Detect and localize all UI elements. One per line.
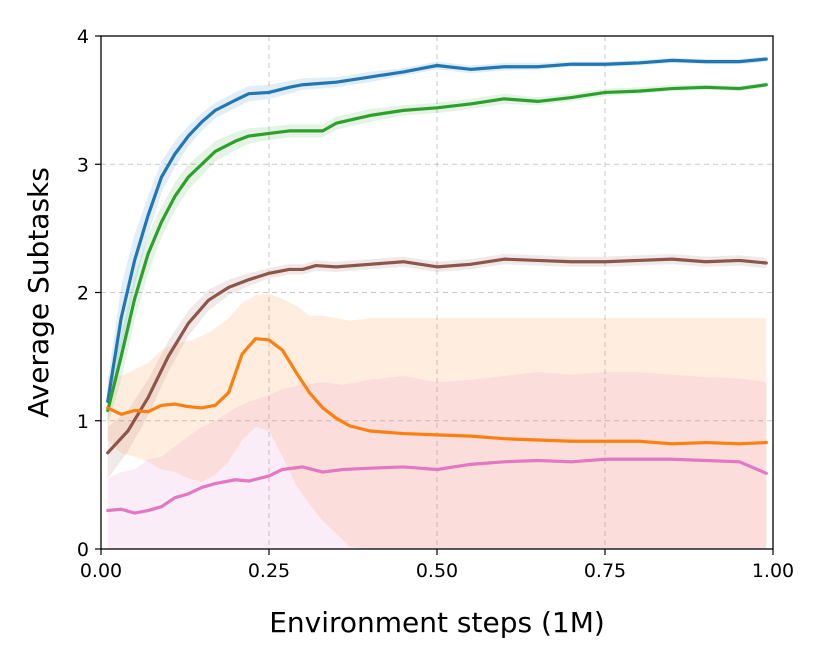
series-4-band (107, 372, 767, 549)
series-2-line (106, 257, 768, 455)
series-4-line (106, 457, 768, 515)
series-1-line (106, 83, 768, 413)
y-tick-label: 0 (77, 539, 89, 561)
series-3-line (106, 337, 768, 446)
y-tick-label: 1 (77, 411, 89, 433)
x-tick-label: 1.00 (752, 560, 794, 582)
series-3-band (107, 293, 767, 549)
y-tick-label: 3 (77, 154, 89, 176)
x-tick-label: 0.25 (248, 560, 290, 582)
axis-ticks: 0.00 0.25 0.50 0.75 1.00 0 1 2 3 4 (77, 26, 794, 582)
x-tick-label: 0.50 (416, 560, 458, 582)
y-tick-label: 4 (77, 26, 89, 48)
confidence-bands (107, 56, 767, 549)
x-axis-label: Environment steps (1M) (269, 606, 605, 639)
series-0-line (106, 57, 768, 404)
x-tick-label: 0.75 (584, 560, 626, 582)
series-lines (106, 57, 768, 515)
y-tick-label: 2 (77, 283, 89, 305)
x-tick-label: 0.00 (80, 560, 122, 582)
grid-lines (101, 36, 773, 549)
y-axis-label: Average Subtasks (22, 167, 55, 418)
